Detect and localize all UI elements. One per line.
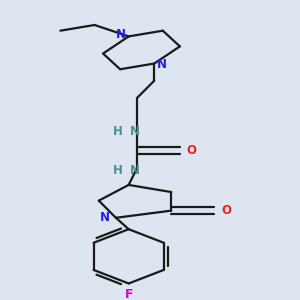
Text: N: N bbox=[100, 211, 110, 224]
Text: N: N bbox=[157, 58, 167, 71]
Text: N: N bbox=[130, 125, 140, 138]
Text: H: H bbox=[113, 164, 123, 177]
Text: F: F bbox=[124, 288, 133, 300]
Text: N: N bbox=[130, 164, 140, 177]
Text: H: H bbox=[113, 125, 123, 138]
Text: O: O bbox=[187, 144, 197, 157]
Text: N: N bbox=[116, 28, 126, 41]
Text: O: O bbox=[221, 204, 231, 217]
